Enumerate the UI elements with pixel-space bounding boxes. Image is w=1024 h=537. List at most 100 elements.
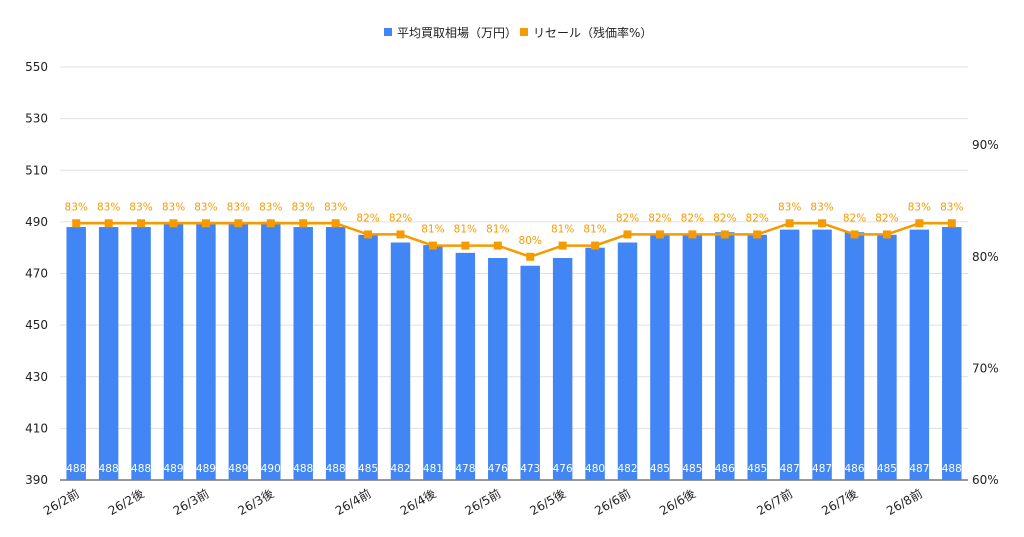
- line-point: [850, 230, 859, 239]
- line-point: [396, 230, 405, 239]
- line-point: [364, 230, 373, 239]
- bar-data-label: 485: [358, 463, 378, 475]
- line-data-label: 82%: [875, 212, 898, 224]
- y-left-tick-label: 450: [25, 318, 48, 332]
- bar-data-label: 488: [66, 463, 86, 475]
- line-point: [526, 252, 535, 261]
- line-point: [591, 241, 600, 250]
- line-data-label: 83%: [227, 201, 250, 213]
- x-tick-label: 26/7後: [819, 486, 860, 518]
- bar-data-label: 482: [390, 463, 410, 475]
- line-point: [169, 219, 178, 228]
- line-point: [785, 219, 794, 228]
- y-right-tick-label: 80%: [972, 250, 999, 264]
- legend-swatch-line: [520, 28, 528, 36]
- line-point: [266, 219, 275, 228]
- bar-data-label: 486: [844, 463, 864, 475]
- bar-data-label: 482: [617, 463, 637, 475]
- line-point: [623, 230, 632, 239]
- y-left-tick-label: 550: [25, 60, 48, 74]
- bar: [325, 227, 346, 480]
- bar-data-label: 488: [942, 463, 962, 475]
- line-point: [201, 219, 210, 228]
- x-tick-label: 26/6後: [657, 486, 698, 518]
- bar: [196, 224, 216, 480]
- line-data-label: 83%: [259, 201, 282, 213]
- bar-data-label: 486: [715, 463, 735, 475]
- bar-data-label: 488: [293, 463, 313, 475]
- bar: [293, 227, 313, 480]
- line-point: [104, 219, 113, 228]
- bar: [488, 258, 508, 480]
- x-tick-label: 26/3前: [170, 486, 211, 518]
- x-tick-label: 26/4後: [398, 486, 439, 518]
- y-left-tick-label: 510: [25, 163, 48, 177]
- legend-label-line: リセール（残価率%）: [533, 25, 652, 40]
- bar: [163, 224, 184, 480]
- line-data-label: 82%: [681, 212, 704, 224]
- line-data-label: 83%: [129, 201, 152, 213]
- y-right-tick-label: 70%: [972, 361, 999, 375]
- line-data-label: 82%: [616, 212, 639, 224]
- bar-data-label: 488: [326, 463, 346, 475]
- line-data-label: 83%: [324, 201, 347, 213]
- x-tick-label: 26/7前: [754, 486, 795, 518]
- y-left-tick-label: 490: [25, 215, 48, 229]
- line-data-label: 82%: [713, 212, 736, 224]
- x-tick-label: 26/6前: [592, 486, 633, 518]
- x-tick-label: 26/5前: [462, 486, 503, 518]
- line-point: [137, 219, 146, 228]
- bar-data-label: 489: [196, 463, 216, 475]
- bar-data-label: 481: [423, 463, 443, 475]
- legend: 平均買取相場（万円） リセール（残価率%）: [384, 25, 652, 40]
- y-left-tick-label: 430: [25, 370, 48, 384]
- line-point: [753, 230, 762, 239]
- line-point: [72, 219, 81, 228]
- x-tick-label: 26/2後: [106, 486, 147, 518]
- line-point: [915, 219, 924, 228]
- line-data-label: 83%: [810, 201, 833, 213]
- line-data-label: 80%: [519, 235, 542, 247]
- bar-data-label: 473: [520, 463, 540, 475]
- line-point: [299, 219, 308, 228]
- resale-line: [76, 222, 952, 259]
- bar-series: 488 488 488 489 489 489 490 488 488 485 482 481 478 4…: [66, 221, 962, 480]
- line-point: [331, 219, 340, 228]
- x-tick-label: 26/8前: [884, 486, 925, 518]
- bar: [520, 265, 540, 480]
- bar-data-label: 488: [131, 463, 151, 475]
- y-left-tick-label: 470: [25, 267, 48, 281]
- bar-data-label: 476: [553, 463, 573, 475]
- bar: [66, 227, 86, 480]
- line-data-label: 83%: [194, 201, 217, 213]
- line-data-label: 81%: [421, 224, 444, 236]
- bar-data-label: 478: [455, 463, 475, 475]
- bar-data-label: 476: [488, 463, 508, 475]
- bar: [779, 229, 800, 480]
- line-point: [461, 241, 470, 250]
- bar: [877, 234, 897, 480]
- bar-data-label: 490: [261, 463, 281, 475]
- line-data-label: 82%: [746, 212, 769, 224]
- line-data-label: 83%: [65, 201, 88, 213]
- bar: [844, 232, 865, 480]
- line-series: 83% 83% 83% 83% 83% 83% 83% 83% 83% 82% 82% 81% 81% 8…: [65, 201, 963, 261]
- y-left-tick-label: 390: [25, 473, 48, 487]
- x-tick-label: 26/5後: [527, 486, 568, 518]
- bar: [390, 242, 411, 480]
- line-data-label: 83%: [292, 201, 315, 213]
- bar: [455, 252, 476, 480]
- line-point: [947, 219, 956, 228]
- bar: [650, 234, 670, 480]
- bar-data-label: 487: [812, 463, 832, 475]
- line-data-label: 81%: [486, 224, 509, 236]
- y-left-tick-label: 530: [25, 112, 48, 126]
- line-data-label: 83%: [162, 201, 185, 213]
- line-data-label: 83%: [97, 201, 120, 213]
- line-point: [655, 230, 664, 239]
- line-point: [558, 241, 567, 250]
- bar: [261, 221, 281, 480]
- line-point: [428, 241, 437, 250]
